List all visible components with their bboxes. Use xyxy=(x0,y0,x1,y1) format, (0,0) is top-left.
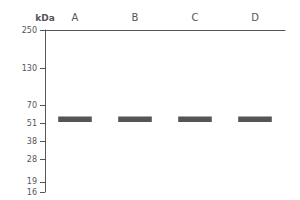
svg-text:51: 51 xyxy=(27,119,37,128)
svg-text:B: B xyxy=(132,12,139,23)
svg-text:19: 19 xyxy=(27,177,37,186)
svg-text:70: 70 xyxy=(27,101,37,110)
svg-text:C: C xyxy=(192,12,199,23)
svg-text:250: 250 xyxy=(22,26,37,35)
svg-text:kDa: kDa xyxy=(35,13,55,23)
svg-text:38: 38 xyxy=(27,137,37,146)
svg-text:D: D xyxy=(251,12,259,23)
svg-text:16: 16 xyxy=(27,188,37,197)
svg-text:A: A xyxy=(72,12,79,23)
svg-text:130: 130 xyxy=(22,64,37,73)
svg-text:28: 28 xyxy=(27,155,37,164)
